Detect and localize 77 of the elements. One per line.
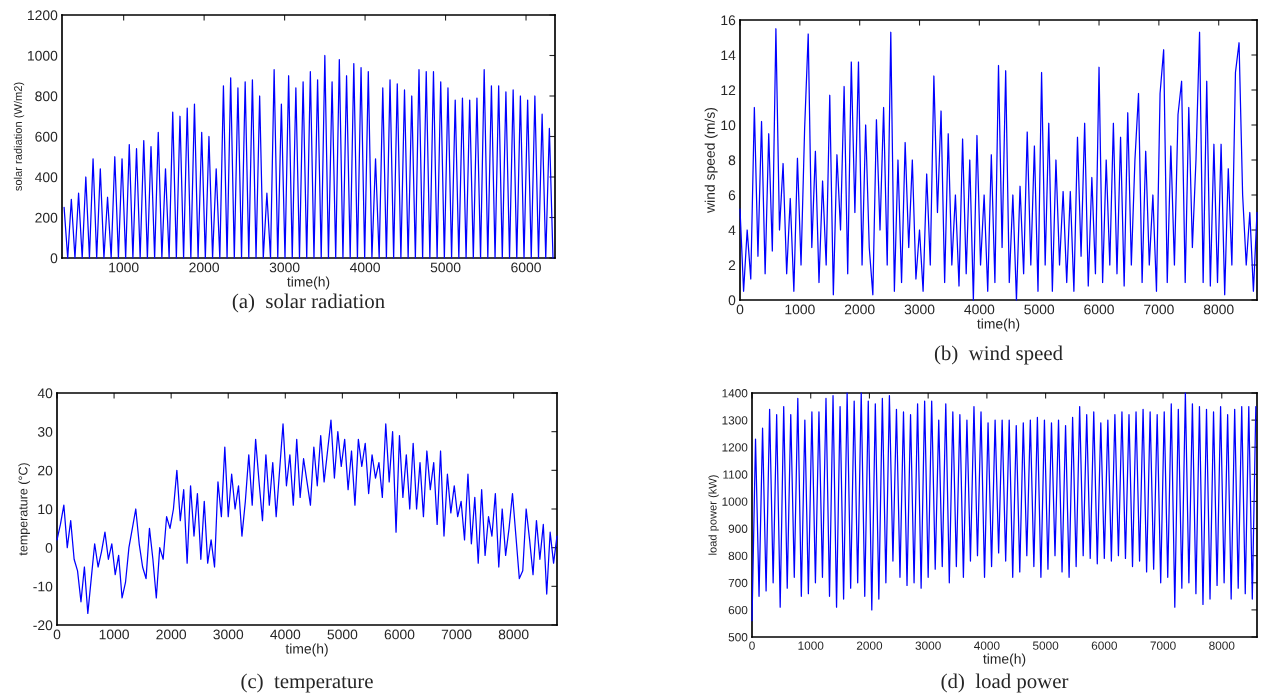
y-tick-label: 1400: [722, 389, 748, 398]
x-tick-label: 1000: [798, 641, 824, 650]
text: (c) temperature: [241, 673, 373, 693]
y-tick-label: 1200: [722, 443, 748, 452]
x-tick-label: 6000: [384, 629, 415, 640]
x-tick-label: 1000: [109, 262, 139, 273]
x-tick-label: 3000: [915, 641, 941, 650]
line-series: [56, 419, 558, 615]
y-tick-label: 0: [50, 253, 58, 264]
text: (b) wind speed: [934, 345, 1063, 365]
x-axis-title: time(h): [285, 643, 328, 657]
y-tick-label: 800: [728, 551, 748, 561]
y-tick-label: 1100: [723, 470, 748, 479]
x-tick-label: 7000: [1150, 641, 1176, 650]
text: (d) load power: [941, 673, 1069, 693]
y-tick-label: 900: [728, 524, 748, 533]
x-tick-label: 2000: [156, 629, 187, 640]
y-tick-label: 500: [728, 633, 748, 642]
x-tick-label: 5000: [1032, 641, 1059, 650]
y-tick-label: 14: [721, 50, 736, 61]
x-tick-label: 4000: [964, 304, 995, 315]
y-tick-label: 2: [728, 260, 736, 271]
y-axis-title: solar radiation (W/m2): [13, 82, 25, 191]
y-tick-label: 600: [35, 131, 58, 142]
x-tick-label: 8000: [1203, 304, 1234, 315]
x-tick-label: 2000: [189, 262, 220, 273]
x-tick-label: 4000: [349, 262, 380, 273]
x-tick-label: 5000: [430, 262, 461, 273]
y-tick-label: 0: [45, 543, 53, 553]
y-axis-title: load power (kW): [708, 475, 719, 555]
y-tick-label: 12: [721, 85, 736, 96]
x-tick-label: 6000: [1091, 641, 1117, 650]
y-tick-label: 0: [728, 295, 736, 306]
text: (a) solar radiation: [232, 293, 385, 313]
y-tick-label: 600: [728, 605, 748, 615]
x-tick-label: 0: [749, 641, 755, 650]
y-tick-label: 1000: [28, 50, 58, 61]
x-axis-title: time(h): [983, 653, 1026, 667]
x-tick-label: 8000: [498, 629, 529, 640]
x-tick-label: 1000: [785, 304, 815, 315]
y-tick-label: 10: [38, 504, 53, 515]
y-axis-title: wind speed (m/s): [704, 107, 718, 213]
y-axis-title: temperature (°C): [18, 463, 30, 556]
x-tick-label: 4000: [974, 641, 1000, 650]
y-tick-label: 1200: [28, 10, 58, 21]
x-tick-label: 3000: [213, 629, 244, 640]
x-tick-label: 8000: [1209, 641, 1235, 650]
x-tick-label: 5000: [1024, 304, 1055, 315]
y-tick-label: 200: [35, 212, 58, 223]
x-axis-title: time(h): [287, 276, 330, 290]
x-tick-label: 2000: [856, 641, 883, 650]
x-tick-label: 3000: [904, 304, 935, 315]
x-tick-label: 1000: [99, 629, 129, 640]
x-tick-label: 7000: [1144, 304, 1174, 315]
y-tick-label: 800: [35, 91, 58, 102]
y-tick-label: 400: [34, 172, 58, 183]
y-tick-label: 1300: [722, 416, 748, 425]
x-tick-label: 5000: [327, 629, 358, 640]
y-tick-label: 6: [728, 190, 736, 201]
y-tick-label: 20: [38, 465, 53, 476]
y-tick-label: 16: [721, 15, 736, 26]
y-tick-label: 1000: [722, 497, 748, 506]
x-axis-title: time(h): [977, 318, 1020, 332]
x-tick-label: 6000: [1084, 304, 1114, 315]
x-tick-label: 7000: [441, 629, 472, 640]
y-tick-label: 700: [728, 578, 748, 588]
y-tick-label: 10: [721, 120, 736, 131]
y-tick-label: -10: [33, 581, 53, 592]
y-tick-label: 30: [37, 427, 53, 437]
x-tick-label: 2000: [844, 304, 875, 315]
y-tick-label: 40: [37, 388, 53, 399]
x-tick-label: 6000: [511, 262, 541, 273]
x-tick-label: 4000: [270, 629, 301, 640]
y-tick-label: 8: [728, 155, 736, 166]
y-tick-label: 4: [728, 225, 736, 236]
y-tick-label: -20: [33, 620, 53, 631]
x-tick-label: 3000: [269, 262, 300, 273]
